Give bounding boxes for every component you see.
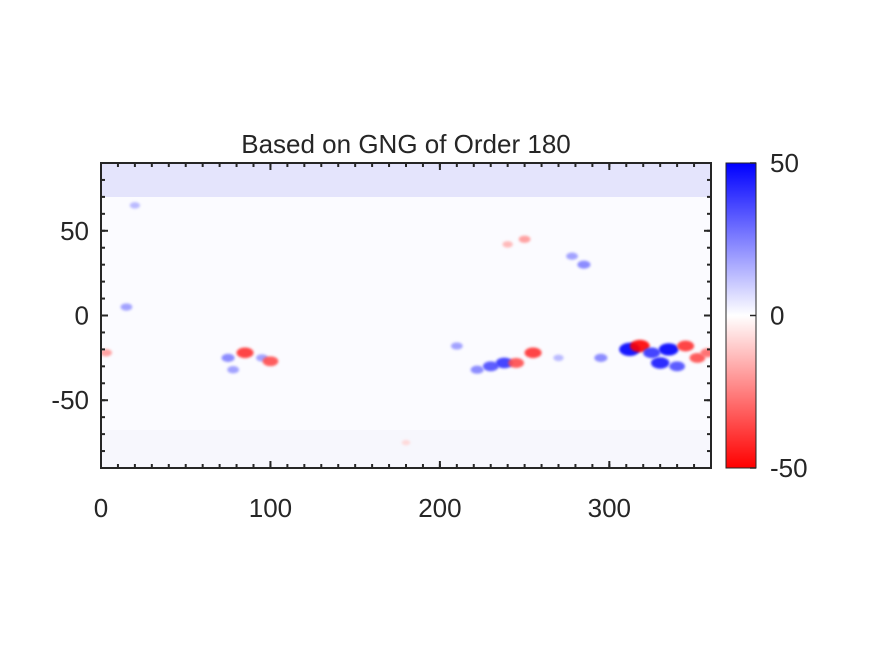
field-feature [650,357,670,369]
field-feature [629,339,650,353]
field-feature [236,347,254,359]
field-feature [129,202,141,209]
colorbar-tick-label: 0 [770,301,784,331]
x-tick-label: 100 [249,493,292,523]
field-features [101,202,711,446]
colorbar: 50 0 -50 [725,148,808,483]
x-tick-label: 300 [588,493,631,523]
field-feature [495,357,513,369]
field-feature [518,235,531,243]
y-tick-label: 50 [60,216,89,246]
field-feature [450,342,463,350]
y-tick-label: 0 [75,301,89,331]
field-feature [700,348,711,358]
x-tick-label: 200 [418,493,461,523]
x-axis: 0 100 200 300 [94,163,631,523]
y-tick-label: -50 [51,385,89,415]
field-feature [658,343,679,356]
x-tick-label: 0 [94,493,108,523]
y-axis: 50 0 -50 [51,216,711,415]
field-feature [566,252,578,260]
heatmap-plot: 0 100 200 300 50 0 -50 [51,162,712,523]
field-feature [677,340,695,352]
colorbar-tick-label: -50 [770,453,808,483]
chart-title: Based on GNG of Order 180 [241,129,571,159]
field-feature [524,347,542,359]
field-feature [470,365,484,374]
field-feature [221,353,235,362]
field-feature [502,241,513,248]
field-feature [689,352,706,363]
field-feature [401,439,411,446]
field-feature [227,366,240,374]
field-feature [577,260,591,269]
field-feature [594,353,608,362]
field-feature [120,303,133,311]
plot-background [101,163,711,468]
colorbar-tick-label: 50 [770,148,799,178]
field-feature [101,349,112,357]
field-feature [482,361,499,372]
field-feature [669,361,685,372]
field-feature [508,358,525,368]
field-feature [262,356,279,367]
polar-band-north [101,163,711,197]
polar-band-south [101,430,711,468]
field-feature [553,354,564,362]
colorbar-ticks: 50 0 -50 [750,148,808,483]
field-feature [643,347,661,359]
